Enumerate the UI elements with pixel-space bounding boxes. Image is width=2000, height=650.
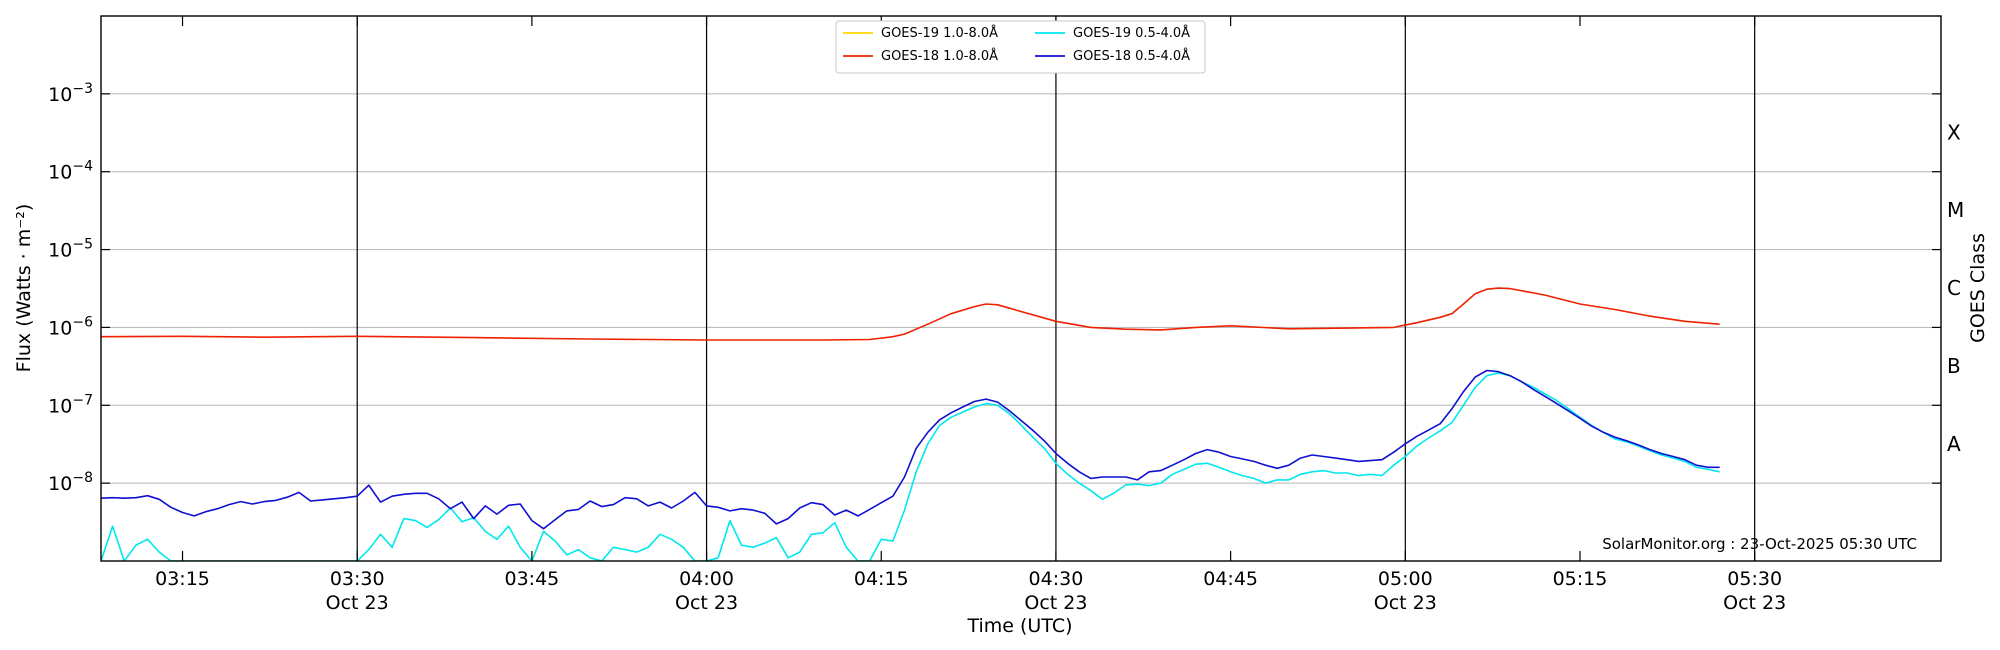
x-tick-label: 04:15: [854, 568, 909, 590]
x-tick-label: 04:30: [1029, 568, 1084, 590]
gridlines: [101, 93, 1941, 484]
date-boundary-lines: [356, 16, 1756, 561]
series-line: [101, 369, 1720, 530]
goes-class-label: A: [1947, 432, 1961, 456]
x-tick-date-label: Oct 23: [1024, 592, 1087, 614]
y-tick-label: 10−4: [48, 159, 93, 184]
goes-class-label: C: [1947, 276, 1961, 300]
goes-class-labels: X M C B A: [1947, 120, 1964, 455]
flux-series: [101, 287, 1720, 561]
legend: GOES-19 1.0-8.0Å GOES-18 1.0-8.0Å GOES-19 …: [835, 20, 1206, 74]
legend-label: GOES-19 1.0-8.0Å: [881, 25, 998, 41]
x-tick-label: 03:45: [505, 568, 560, 590]
x-tick-label: 05:30: [1727, 568, 1782, 590]
y2-axis-title: GOES Class: [1967, 233, 1989, 343]
x-tick-label: 04:00: [679, 568, 734, 590]
legend-entries: GOES-19 1.0-8.0Å GOES-18 1.0-8.0Å GOES-19 …: [843, 25, 1190, 64]
x-tick-date-label: Oct 23: [675, 592, 738, 614]
goes-class-label: X: [1947, 120, 1961, 144]
series-line: [101, 287, 1720, 341]
y-tick-label: 10−5: [48, 237, 93, 262]
legend-label: GOES-18 0.5-4.0Å: [1073, 48, 1190, 64]
legend-label: GOES-19 0.5-4.0Å: [1073, 25, 1190, 41]
y-axis-title: Flux (Watts · m⁻²): [13, 204, 35, 373]
x-tick-date-label: Oct 23: [1723, 592, 1786, 614]
legend-frame: [835, 20, 1206, 74]
x-tick-label: 05:00: [1378, 568, 1433, 590]
y-axis-ticks: 10−8 10−7 10−6 10−5 10−4 10−3: [48, 81, 1941, 495]
legend-label: GOES-18 1.0-8.0Å: [881, 48, 998, 64]
credit-text: SolarMonitor.org : 23-Oct-2025 05:30 UTC: [1602, 535, 1917, 553]
x-tick-date-label: Oct 23: [1374, 592, 1437, 614]
y-tick-label: 10−3: [48, 81, 93, 106]
x-tick-label: 05:15: [1553, 568, 1608, 590]
goes-class-label: M: [1947, 198, 1964, 222]
goes-class-label: B: [1947, 354, 1961, 378]
y-tick-label: 10−6: [48, 314, 93, 339]
x-tick-date-label: Oct 23: [326, 592, 389, 614]
x-tick-label: 03:15: [155, 568, 210, 590]
x-axis-title: Time (UTC): [966, 615, 1072, 637]
x-tick-label: 03:30: [330, 568, 385, 590]
series-line: [101, 372, 1720, 561]
x-tick-label: 04:45: [1203, 568, 1258, 590]
y-tick-label: 10−7: [48, 392, 93, 417]
plot-frame: [100, 15, 1942, 562]
y-tick-label: 10−8: [48, 470, 93, 495]
